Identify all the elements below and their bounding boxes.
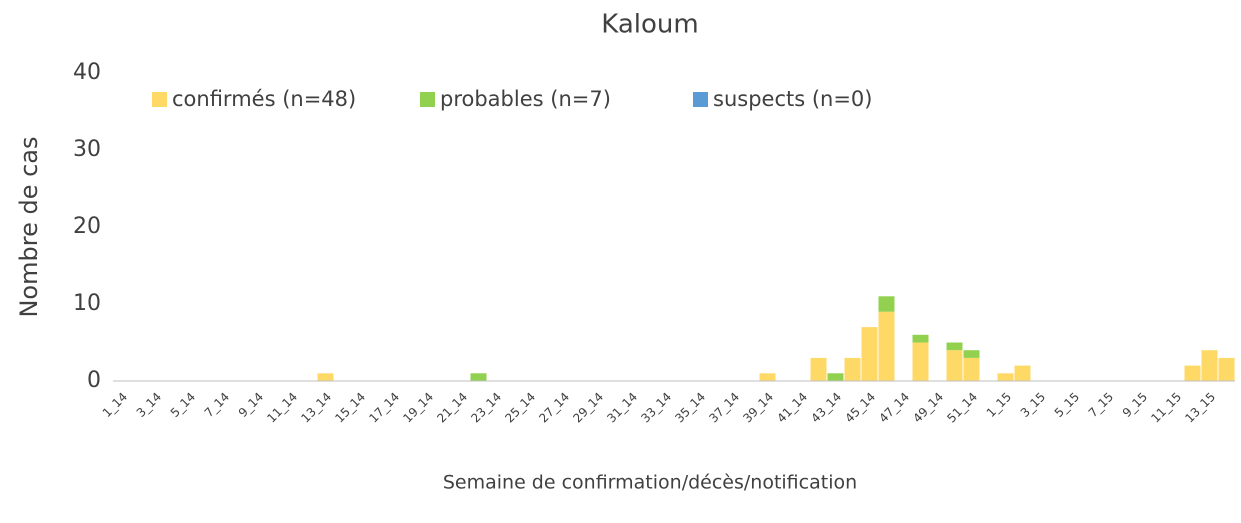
y-tick-label: 30: [73, 137, 101, 162]
x-tick-label: 7_14: [202, 390, 232, 420]
bar: [759, 373, 776, 381]
y-tick-label: 0: [87, 368, 101, 393]
bar: [1184, 365, 1201, 381]
x-tick-label: 33_14: [638, 390, 674, 426]
x-tick-label: 13_14: [298, 390, 334, 426]
bar: [317, 373, 334, 381]
x-tick-label: 5_14: [168, 390, 198, 420]
x-tick-label: 35_14: [672, 390, 708, 426]
legend-swatch: [420, 92, 435, 107]
x-tick-label: 43_14: [808, 390, 844, 426]
bar: [878, 311, 895, 381]
y-tick-label: 10: [73, 291, 101, 316]
x-tick-label: 47_14: [876, 390, 912, 426]
bar: [912, 342, 929, 381]
bar: [844, 357, 861, 381]
x-tick-label: 19_14: [400, 390, 436, 426]
legend: confirmés (n=48) probables (n=7) suspects …: [152, 87, 873, 111]
legend-label: suspects (n=0): [713, 87, 873, 111]
x-tick-label: 25_14: [502, 390, 538, 426]
bar: [946, 350, 963, 381]
x-tick-label: 9_14: [236, 390, 266, 420]
x-tick-label: 29_14: [570, 390, 606, 426]
bar: [1201, 350, 1218, 381]
x-tick-label: 27_14: [536, 390, 572, 426]
legend-swatch: [693, 92, 708, 107]
bar: [963, 357, 980, 381]
y-tick-label: 40: [73, 60, 101, 85]
x-tick-label: 11_14: [264, 390, 300, 426]
x-tick-label: 17_14: [366, 390, 402, 426]
x-tick-label: 23_14: [468, 390, 504, 426]
x-tick-label: 1_15: [984, 390, 1014, 420]
bar: [827, 373, 844, 381]
x-tick-label: 1_14: [100, 390, 130, 420]
x-tick-label: 3_15: [1018, 390, 1048, 420]
x-tick-label: 51_14: [944, 390, 980, 426]
x-tick-label: 37_14: [706, 390, 742, 426]
y-axis-label: Nombre de cas: [15, 136, 43, 317]
x-axis-label: Semaine de confirmation/décès/notificati…: [443, 472, 857, 494]
bar: [963, 350, 980, 358]
x-tick-label: 11_15: [1148, 390, 1184, 426]
bar: [878, 296, 895, 312]
legend-label: confirmés (n=48): [172, 87, 356, 111]
bar: [470, 373, 487, 381]
bar: [912, 334, 929, 343]
bar: [1014, 365, 1031, 381]
x-tick-label: 45_14: [842, 390, 878, 426]
x-tick-label: 41_14: [774, 390, 810, 426]
x-tick-label: 49_14: [910, 390, 946, 426]
x-tick-label: 21_14: [434, 390, 470, 426]
bar: [1218, 357, 1235, 381]
bar: [946, 342, 963, 351]
x-tick-label: 13_15: [1182, 390, 1218, 426]
x-tick-label: 9_15: [1120, 390, 1150, 420]
bar: [861, 327, 878, 381]
x-tick-label: 3_14: [134, 390, 164, 420]
y-tick-label: 20: [73, 214, 101, 239]
x-tick-label: 7_15: [1086, 390, 1116, 420]
legend-swatch: [152, 92, 167, 107]
legend-label: probables (n=7): [440, 87, 611, 111]
x-tick-label: 15_14: [332, 390, 368, 426]
x-tick-label: 5_15: [1052, 390, 1082, 420]
x-tick-label: 39_14: [740, 390, 776, 426]
x-tick-label: 31_14: [604, 390, 640, 426]
bar: [810, 357, 827, 381]
bar: [997, 373, 1014, 381]
chart-title: Kaloum: [601, 10, 698, 40]
